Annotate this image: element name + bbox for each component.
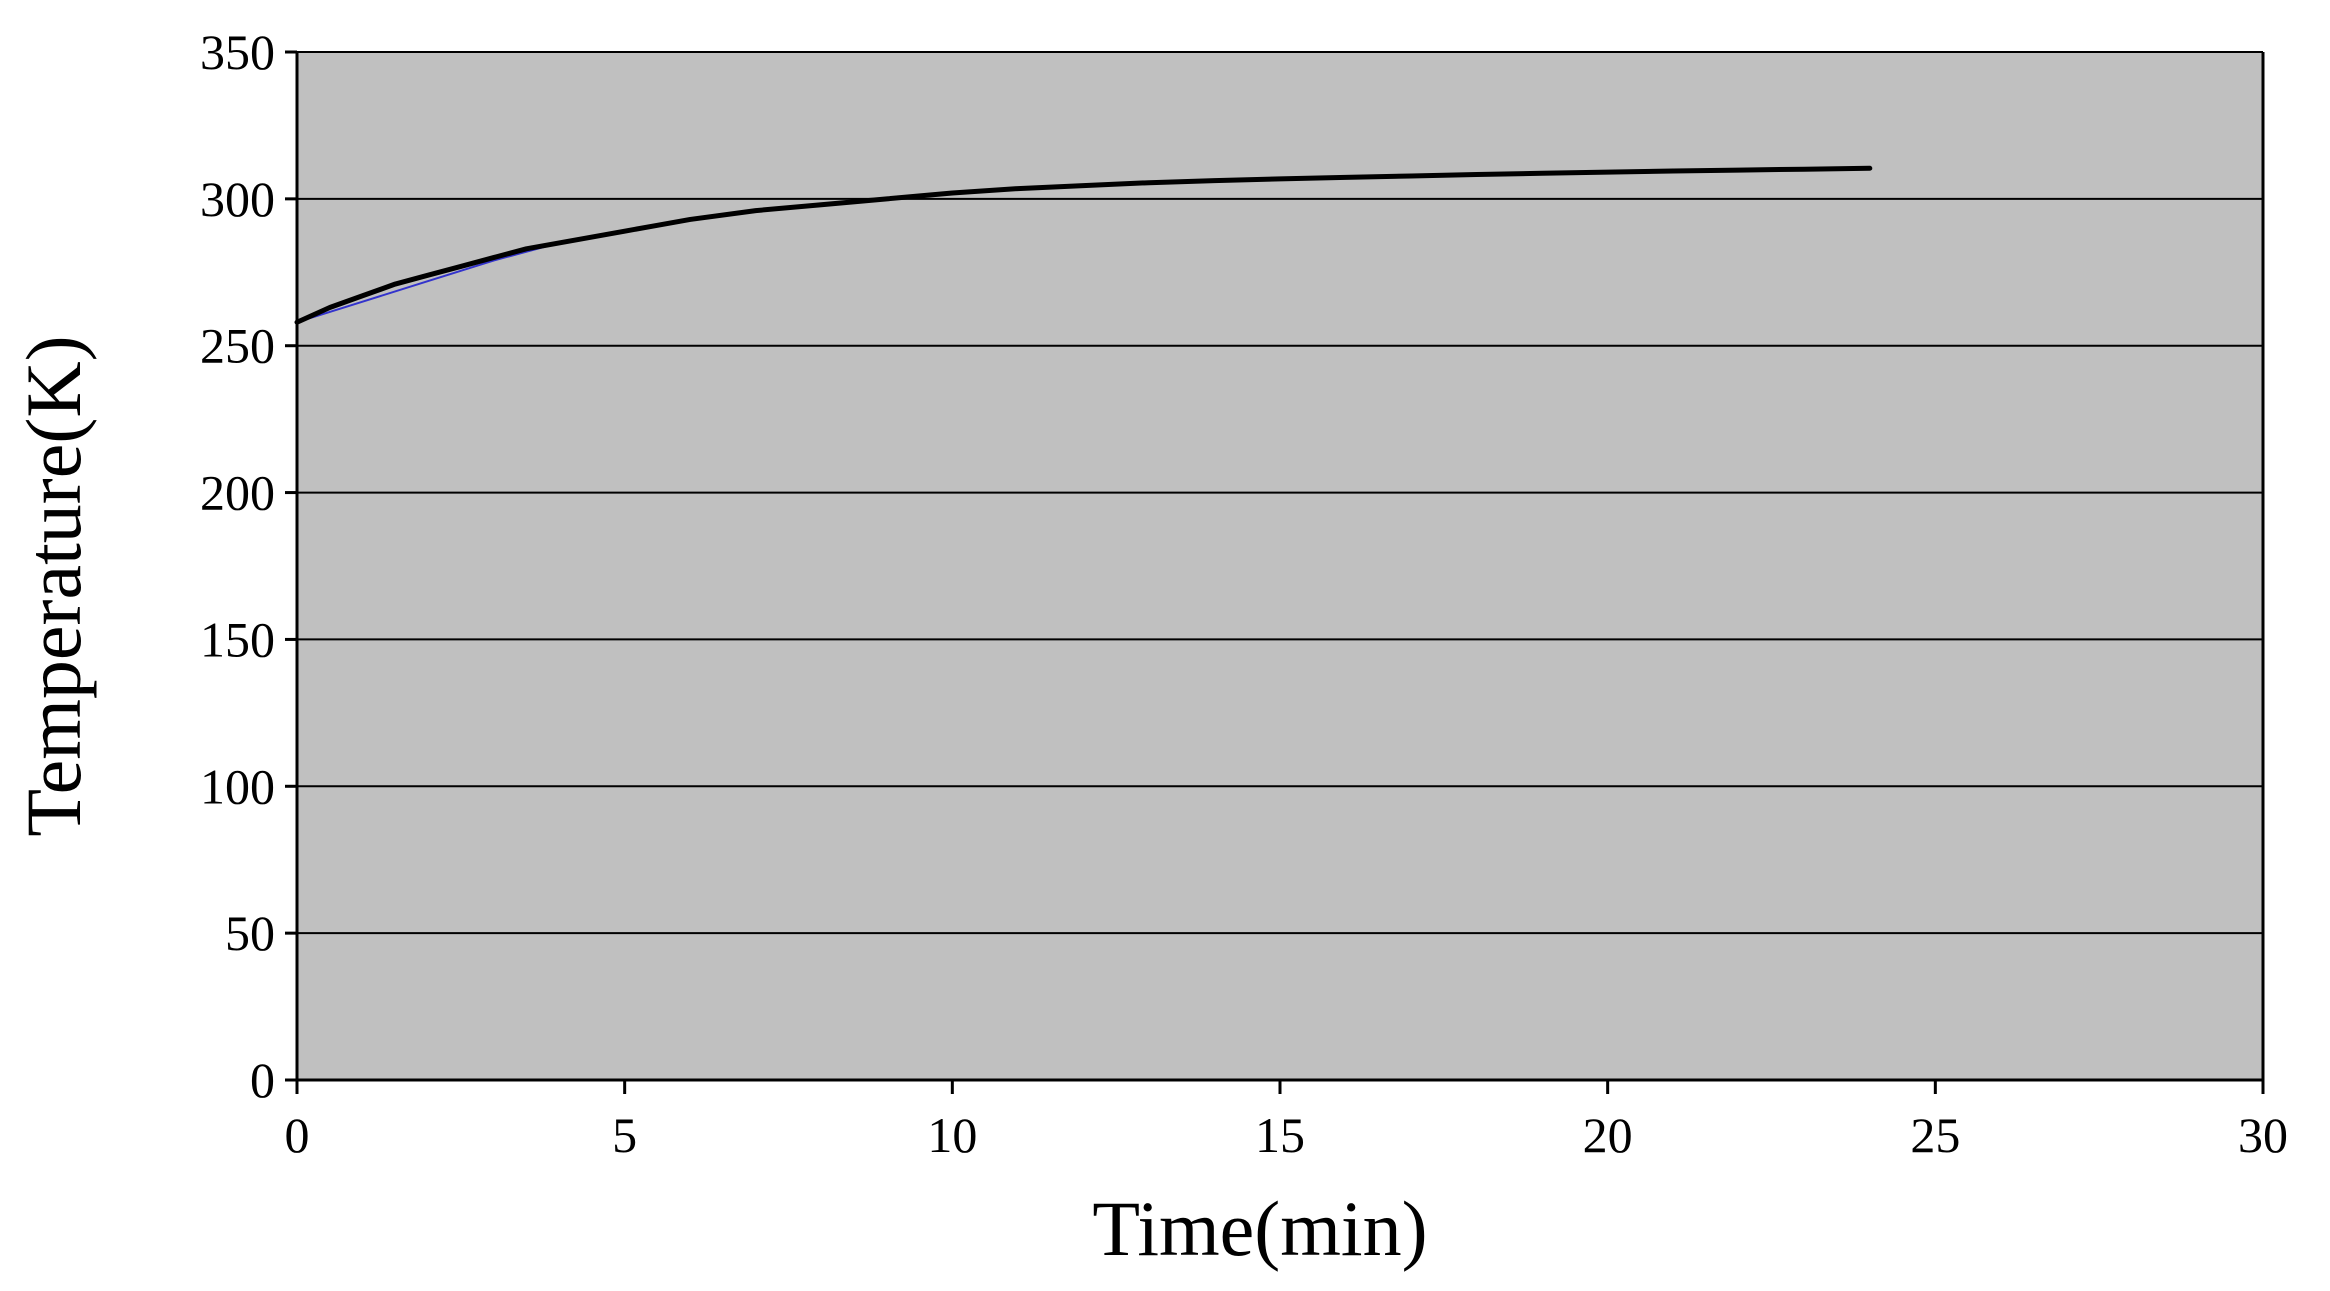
x-tick-label-30: 30 (2238, 1107, 2288, 1163)
y-tick-label-150: 150 (200, 611, 275, 667)
series (294, 165, 1873, 325)
x-tick-labels: 0 5 10 15 20 25 30 (285, 1107, 2289, 1163)
y-tick-label-200: 200 (200, 465, 275, 521)
y-tick-label-50: 50 (225, 905, 275, 961)
x-tick-label-10: 10 (927, 1107, 977, 1163)
series-line-0 (294, 165, 1873, 325)
x-axis-title: Time(min) (1092, 1185, 1427, 1272)
x-tick-label-20: 20 (1583, 1107, 1633, 1163)
x-tick-label-0: 0 (285, 1107, 310, 1163)
x-tick-label-15: 15 (1255, 1107, 1305, 1163)
x-tick-label-25: 25 (1910, 1107, 1960, 1163)
x-tick-label-5: 5 (612, 1107, 637, 1163)
y-tick-labels: 0 50 100 150 200 250 300 350 (200, 24, 275, 1108)
y-tick-label-300: 300 (200, 171, 275, 227)
y-tick-label-100: 100 (200, 758, 275, 814)
y-tick-label-250: 250 (200, 318, 275, 374)
y-axis-title: Temperature(K) (10, 335, 97, 836)
axes (285, 50, 2265, 1094)
y-tick-label-0: 0 (250, 1052, 275, 1108)
plot-area (297, 52, 2263, 1080)
y-tick-label-350: 350 (200, 24, 275, 80)
